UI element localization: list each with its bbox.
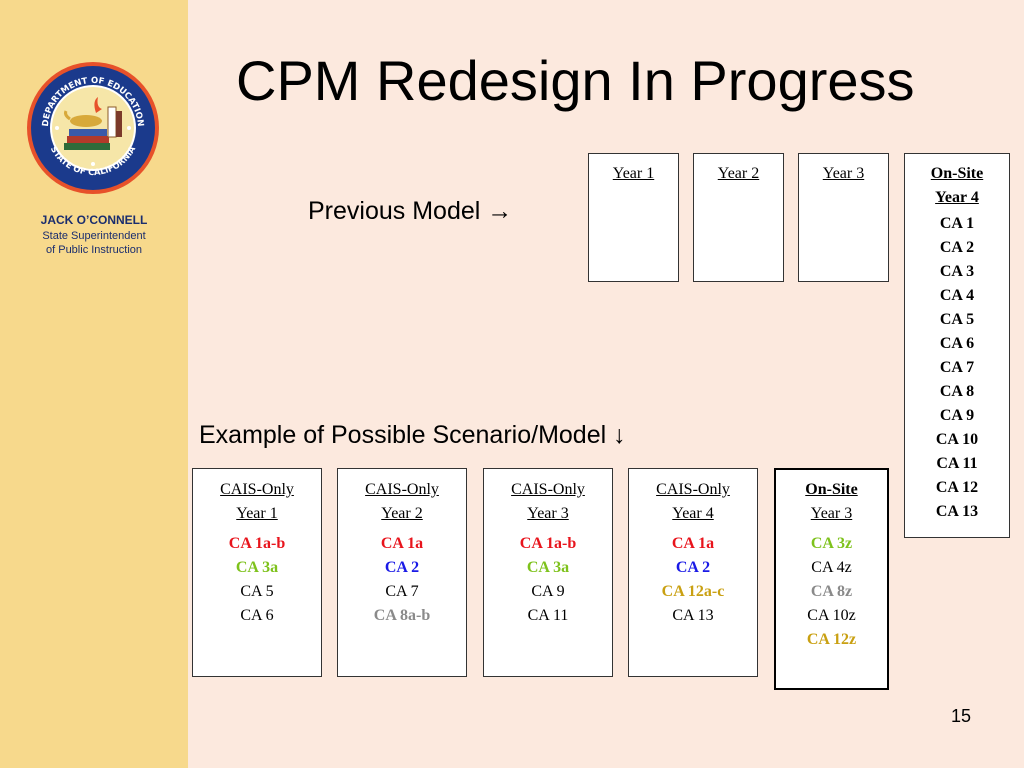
ca-item: CA 10 — [935, 431, 979, 448]
department-of-education-seal-icon: DEPARTMENT OF EDUCATION STATE OF CALIFOR… — [26, 61, 160, 195]
ca-item: CA 5 — [240, 583, 274, 600]
box-heading-line-2: Year 2 — [381, 505, 423, 522]
previous-model-onsite-year-4-box: On-Site Year 4 CA 1 CA 2 CA 3 CA 4 CA 5 … — [904, 153, 1010, 538]
ca-item: CA 8z — [810, 583, 853, 600]
box-heading: Year 2 — [717, 165, 760, 182]
cais-only-year-2-box: CAIS-Only Year 2 CA 1a CA 2 CA 7 CA 8a-b — [337, 468, 467, 677]
sidebar: DEPARTMENT OF EDUCATION STATE OF CALIFOR… — [0, 0, 188, 768]
previous-model-year-3-box: Year 3 — [798, 153, 889, 282]
box-heading-line-2: Year 1 — [236, 505, 278, 522]
superintendent-title-line-2: of Public Instruction — [46, 244, 142, 256]
page-number: 15 — [951, 706, 972, 726]
box-heading-line-1: CAIS-Only — [656, 481, 730, 498]
ca-item: CA 8a-b — [373, 607, 431, 624]
ca-item: CA 5 — [939, 311, 975, 328]
ca-item: CA 2 — [675, 559, 711, 576]
ca-item: CA 9 — [531, 583, 565, 600]
cais-only-year-3-box: CAIS-Only Year 3 CA 1a-b CA 3a CA 9 CA 1… — [483, 468, 613, 677]
ca-item: CA 2 — [939, 239, 975, 256]
box-heading-line-1: CAIS-Only — [365, 481, 439, 498]
ca-item: CA 7 — [939, 359, 975, 376]
ca-item: CA 12 — [935, 479, 979, 496]
ca-item: CA 4z — [811, 559, 852, 576]
previous-model-caption: Previous Model → — [308, 197, 513, 225]
example-model-caption: Example of Possible Scenario/Model ↓ — [199, 421, 626, 449]
box-heading-line-2: Year 3 — [527, 505, 569, 522]
box-heading-line-1: On-Site — [805, 481, 858, 498]
box-heading-line-2: Year 4 — [935, 189, 979, 206]
ca-item: CA 1 — [939, 215, 975, 232]
ca-item: CA 1a — [380, 535, 424, 552]
ca-item: CA 13 — [672, 607, 714, 624]
ca-item: CA 11 — [527, 607, 569, 624]
cais-only-year-1-box: CAIS-Only Year 1 CA 1a-b CA 3a CA 5 CA 6 — [192, 468, 322, 677]
slide-title: CPM Redesign In Progress — [236, 49, 915, 112]
ca-item: CA 8 — [939, 383, 975, 400]
box-heading-line-1: CAIS-Only — [220, 481, 294, 498]
ca-item: CA 9 — [939, 407, 975, 424]
superintendent-title-line-1: State Superintendent — [42, 230, 146, 242]
ca-item: CA 3z — [810, 535, 853, 552]
ca-item: CA 6 — [939, 335, 975, 352]
box-heading-line-1: On-Site — [930, 165, 984, 182]
box-heading: Year 3 — [822, 165, 865, 182]
ca-item: CA 6 — [240, 607, 274, 624]
ca-item: CA 1a-b — [519, 535, 577, 552]
box-heading-line-1: CAIS-Only — [511, 481, 585, 498]
ca-item: CA 11 — [936, 455, 978, 472]
box-heading-line-2: Year 4 — [672, 505, 714, 522]
ca-item: CA 12z — [806, 631, 857, 648]
box-heading-line-2: Year 3 — [810, 505, 853, 522]
ca-item: CA 3 — [939, 263, 975, 280]
superintendent-name: JACK O’CONNELL — [40, 213, 148, 227]
ca-item: CA 12a-c — [661, 583, 725, 600]
ca-item: CA 4 — [939, 287, 975, 304]
box-heading: Year 1 — [612, 165, 655, 182]
cais-only-year-4-box: CAIS-Only Year 4 CA 1a CA 2 CA 12a-c CA … — [628, 468, 758, 677]
ca-item: CA 3a — [526, 559, 570, 576]
ca-item: CA 7 — [385, 583, 419, 600]
ca-item: CA 3a — [235, 559, 279, 576]
ca-item: CA 2 — [384, 559, 420, 576]
ca-item: CA 10z — [807, 607, 856, 624]
onsite-year-3-box: On-Site Year 3 CA 3z CA 4z CA 8z CA 10z … — [774, 468, 889, 690]
ca-item: CA 1a — [671, 535, 715, 552]
ca-item: CA 13 — [935, 503, 979, 520]
previous-model-year-2-box: Year 2 — [693, 153, 784, 282]
previous-model-year-1-box: Year 1 — [588, 153, 679, 282]
ca-item: CA 1a-b — [228, 535, 286, 552]
